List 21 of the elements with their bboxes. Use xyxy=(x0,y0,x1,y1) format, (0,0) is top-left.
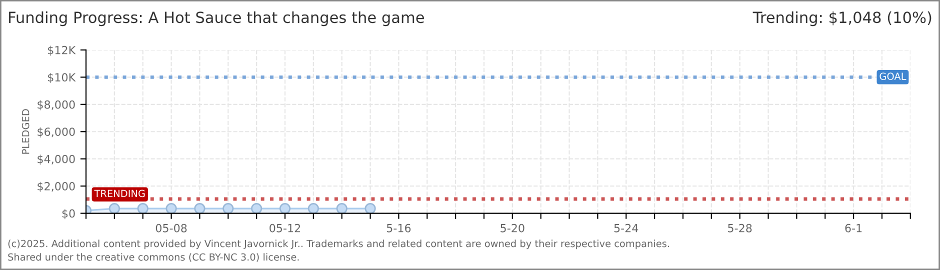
y-tick-label: $8,000 xyxy=(38,100,75,110)
ref-line-label: TRENDING xyxy=(94,190,145,198)
x-tick-label: 5-16 xyxy=(386,224,411,232)
text: (c)2025. Additional content provided by Vincent Javornick Jr.. Trademarks and related content are owned by their respective companies. xyxy=(8,240,669,250)
y-tick-label: $6,000 xyxy=(38,127,75,138)
x-tick-label: 5-20 xyxy=(500,224,524,232)
ref-line-label: GOAL xyxy=(880,72,906,80)
x-tick-label: 5-24 xyxy=(614,224,638,232)
y-tick-label: $2,000 xyxy=(38,182,75,192)
chart-title: Funding Progress: A Hot Sauce that changes the game xyxy=(9,11,424,26)
text: Trending: $1,048 (10%) xyxy=(752,11,932,26)
x-tick-label: 05-12 xyxy=(270,224,300,232)
y-tick-label: $10K xyxy=(48,72,76,84)
y-tick-label: $12K xyxy=(48,46,76,56)
y-tick-label: $4,000 xyxy=(38,154,75,165)
x-tick-label: 05-08 xyxy=(156,224,187,232)
y-tick-label: $0 xyxy=(62,209,75,220)
x-tick-label: 5-28 xyxy=(728,224,752,232)
y-axis-title: PLEDGED xyxy=(22,109,30,154)
x-tick-label: 6-1 xyxy=(845,224,862,232)
text: Shared under the creative commons (CC BY-NC 3.0) license. xyxy=(8,253,299,262)
